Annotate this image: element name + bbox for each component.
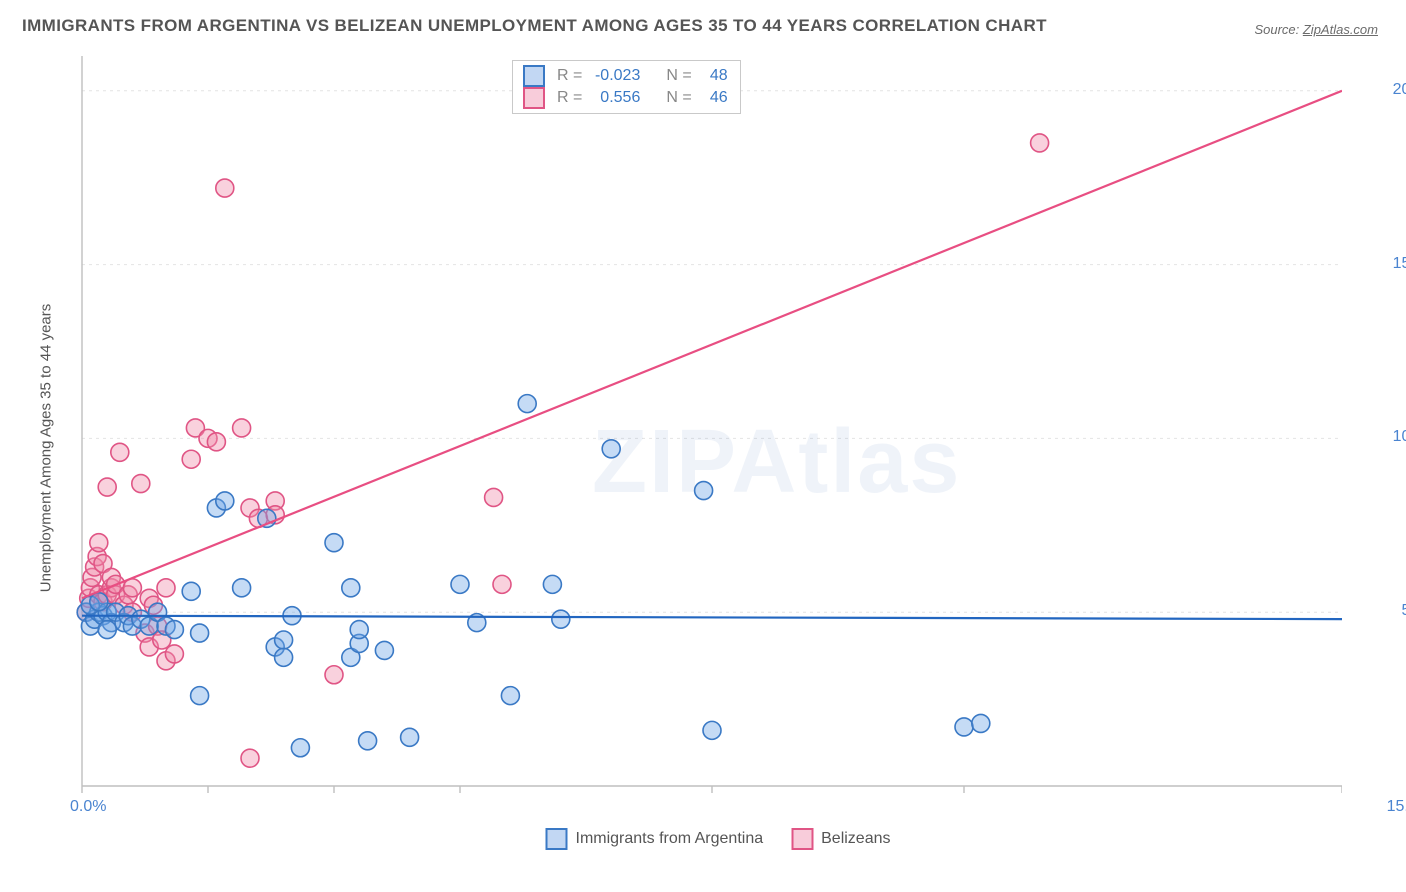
legend-swatch: [523, 65, 545, 87]
legend-swatch: [791, 828, 813, 850]
correlation-stats-box: R = -0.023 N = 48 R = 0.556 N = 46: [512, 60, 741, 114]
stat-n-value: 48: [700, 65, 728, 87]
stats-row: R = 0.556 N = 46: [523, 87, 728, 109]
legend-label: Immigrants from Argentina: [576, 830, 764, 848]
legend-label: Belizeans: [821, 830, 890, 848]
source-link-text[interactable]: ZipAtlas.com: [1303, 22, 1378, 37]
legend-item: Belizeans: [791, 828, 890, 850]
x-tick-label: 15.0%: [1387, 798, 1406, 816]
chart-container: Unemployment Among Ages 35 to 44 years Z…: [52, 46, 1384, 850]
stats-row: R = -0.023 N = 48: [523, 65, 728, 87]
chart-title: IMMIGRANTS FROM ARGENTINA VS BELIZEAN UN…: [22, 16, 1047, 36]
stat-r-value: 0.556: [590, 87, 640, 109]
legend-swatch: [546, 828, 568, 850]
y-tick-label: 20.0%: [1393, 81, 1406, 99]
legend-swatch: [523, 87, 545, 109]
legend: Immigrants from Argentina Belizeans: [546, 828, 891, 850]
stat-n-label: N =: [666, 65, 691, 87]
stat-n-value: 46: [700, 87, 728, 109]
stat-r-label: R =: [557, 87, 582, 109]
stat-n-label: N =: [666, 87, 691, 109]
y-tick-label: 10.0%: [1393, 428, 1406, 446]
y-axis-label: Unemployment Among Ages 35 to 44 years: [38, 304, 55, 593]
y-tick-label: 15.0%: [1393, 255, 1406, 273]
stat-r-value: -0.023: [590, 65, 640, 87]
source-prefix: Source:: [1254, 22, 1302, 37]
source-credit: Source: ZipAtlas.com: [1254, 22, 1378, 37]
y-tick-label: 5.0%: [1402, 602, 1406, 620]
x-tick-label: 0.0%: [70, 798, 106, 816]
legend-item: Immigrants from Argentina: [546, 828, 764, 850]
scatter-chart-svg: [52, 46, 1342, 816]
stat-r-label: R =: [557, 65, 582, 87]
